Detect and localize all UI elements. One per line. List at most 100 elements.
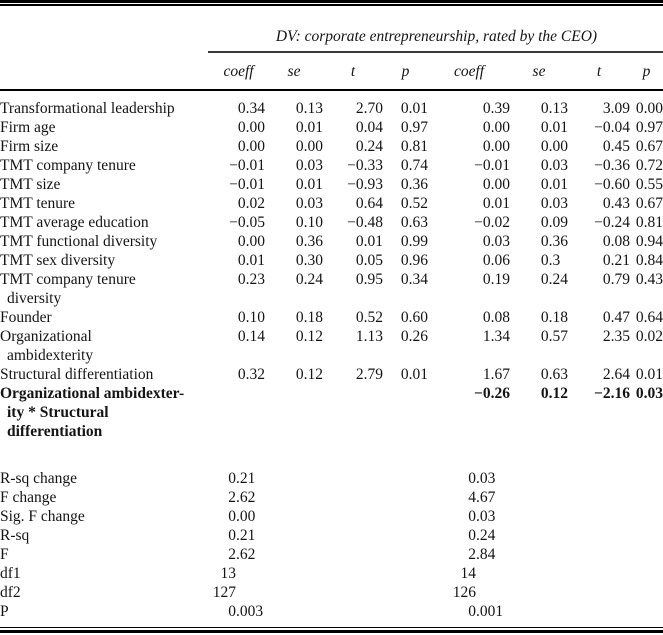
row-label-line: Organizational ambidexter- <box>0 385 185 402</box>
table-row: TMT company tenure diversity 0.23 0.24 0.95 0… <box>0 270 663 308</box>
row-label: Firm size <box>0 137 212 156</box>
row-label-line: TMT tenure <box>0 195 76 212</box>
cell-p-m2: 0.55 <box>635 176 663 193</box>
cell-se-m2: 0.13 <box>540 100 568 117</box>
bottom-double-rule <box>0 627 663 633</box>
cell-t-m2: 2.64 <box>602 366 630 383</box>
dv-header-row: DV: corporate entrepreneurship, rated by… <box>0 27 663 46</box>
summary-row: R-sq change 0.21 0.03 <box>0 469 663 488</box>
cell-se-m2: 0.03 <box>540 195 568 212</box>
table-row: Organizational ambidexterity 0.14 0.12 1.13 0… <box>0 327 663 365</box>
cell-se-m2: 0.09 <box>540 214 568 231</box>
row-label: Structural differentiation <box>0 365 212 384</box>
cell-p-m1: 0.52 <box>400 195 428 212</box>
cell-coeff-m2: 1.34 <box>482 328 510 345</box>
table-row: Structural differentiation 0.32 0.12 2.79 0.… <box>0 365 663 384</box>
summary-row: P 0.003 0.001 <box>0 602 663 621</box>
cell-p-m2: 0.81 <box>635 214 663 231</box>
row-label-line: Firm size <box>0 138 59 155</box>
summary-row: Sig. F change 0.00 0.03 <box>0 507 663 526</box>
cell-se-m2: 0.57 <box>540 328 568 345</box>
cell-coeff-m2: 0.19 <box>482 271 510 288</box>
cell-t-m1: 2.79 <box>355 366 383 383</box>
top-double-rule <box>0 0 663 6</box>
summary-value-m1: 2.62 <box>228 546 256 563</box>
cell-p-m2: 0.94 <box>635 233 663 250</box>
cell-t-m2: 0.21 <box>602 252 630 269</box>
row-label-continuation: ambidexterity <box>7 347 94 364</box>
cell-t-m2: 0.08 <box>602 233 630 250</box>
cell-t-m2: 2.35 <box>602 328 630 345</box>
cell-se-m1: 0.18 <box>295 309 323 326</box>
row-label: TMT tenure <box>0 194 212 213</box>
cell-t-m1: 0.64 <box>355 195 383 212</box>
summary-row: df1 13 14 <box>0 564 663 583</box>
table-row: TMT tenure 0.02 0.03 0.64 0.52 0.01 0.03 0.43 0.… <box>0 194 663 213</box>
summary-value-m2: 2.84 <box>468 546 496 563</box>
column-header-se-m2: se <box>532 63 546 80</box>
cell-se-m2: 0.03 <box>540 157 568 174</box>
summary-row: df2 127 126 <box>0 583 663 602</box>
summary-row-label: R-sq <box>0 527 30 544</box>
row-label-line: TMT company tenure <box>0 157 136 174</box>
column-header-p-m1: p <box>401 63 410 80</box>
cell-se-m1: 0.36 <box>295 233 323 250</box>
cell-se-m2: 0.18 <box>540 309 568 326</box>
cell-coeff-m2: 0.00 <box>482 119 510 136</box>
cell-t-m1: −0.93 <box>347 176 383 193</box>
summary-value-m1: 0.21 <box>228 470 256 487</box>
cell-p-m1: 0.60 <box>400 309 428 326</box>
row-label-continuation: diversity <box>7 290 62 307</box>
cell-coeff-m1: 0.14 <box>237 328 265 345</box>
cell-se-m2: 0.36 <box>540 233 568 250</box>
row-label: Firm age <box>0 118 212 137</box>
cell-t-m1: 0.01 <box>355 233 383 250</box>
cell-se-m1: 0.03 <box>295 195 323 212</box>
row-label-line: Transformational leadership <box>0 100 175 117</box>
summary-body: R-sq change 0.21 0.03 F change 2.62 4.67 Sig. … <box>0 469 663 621</box>
cell-t-m1: 0.95 <box>355 271 383 288</box>
cell-t-m2: −2.16 <box>594 385 630 402</box>
cell-t-m1: 0.04 <box>355 119 383 136</box>
cell-coeff-m2: 0.39 <box>482 100 510 117</box>
dv-header-spacer <box>0 27 210 46</box>
table-row: Firm size 0.00 0.00 0.24 0.81 0.00 0.00 0.45 0.6… <box>0 137 663 156</box>
row-label-line: TMT size <box>0 176 61 193</box>
column-header-se-m1: se <box>287 63 301 80</box>
cell-t-m1: 0.24 <box>355 138 383 155</box>
column-header-row: coeff se t p coeff se t p <box>0 62 663 81</box>
cell-coeff-m1: 0.00 <box>237 233 265 250</box>
cell-p-m2: 0.43 <box>635 271 663 288</box>
cell-se-m1: 0.13 <box>295 100 323 117</box>
cell-p-m2: 0.67 <box>635 138 663 155</box>
row-label-line: Founder <box>0 309 52 326</box>
table-body: Transformational leadership 0.34 0.13 2.70 0… <box>0 99 663 441</box>
row-label-continuation: ity * Structural <box>7 404 109 421</box>
summary-row-label: F change <box>0 489 57 506</box>
cell-coeff-m1: 0.23 <box>237 271 265 288</box>
cell-se-m1: 0.01 <box>295 119 323 136</box>
cell-p-m1: 0.63 <box>400 214 428 231</box>
column-header-t-m1: t <box>350 63 356 80</box>
column-header-t-m2: t <box>596 63 602 80</box>
cell-se-m1: 0.00 <box>295 138 323 155</box>
summary-row-label: P <box>0 603 9 620</box>
cell-p-m1: 0.74 <box>400 157 428 174</box>
summary-row: F 2.62 2.84 <box>0 545 663 564</box>
summary-value-m2: 0.03 <box>468 508 496 525</box>
cell-p-m2: 0.84 <box>635 252 663 269</box>
row-label-line: TMT average education <box>0 214 149 231</box>
cell-p-m1: 0.36 <box>400 176 428 193</box>
cell-coeff-m2: 0.00 <box>482 176 510 193</box>
table-row: Founder 0.10 0.18 0.52 0.60 0.08 0.18 0.47 0.64 <box>0 308 663 327</box>
cell-t-m2: 0.47 <box>602 309 630 326</box>
column-header-p-m2: p <box>642 63 651 80</box>
row-label: TMT size <box>0 175 212 194</box>
cell-p-m2: 0.67 <box>635 195 663 212</box>
cell-coeff-m2: −0.26 <box>474 385 510 402</box>
cell-coeff-m1: −0.01 <box>229 157 265 174</box>
cell-se-m2: 0.24 <box>540 271 568 288</box>
cell-t-m2: 3.09 <box>602 100 630 117</box>
cell-t-m1: 0.52 <box>355 309 383 326</box>
cell-t-m1: −0.48 <box>347 214 383 231</box>
